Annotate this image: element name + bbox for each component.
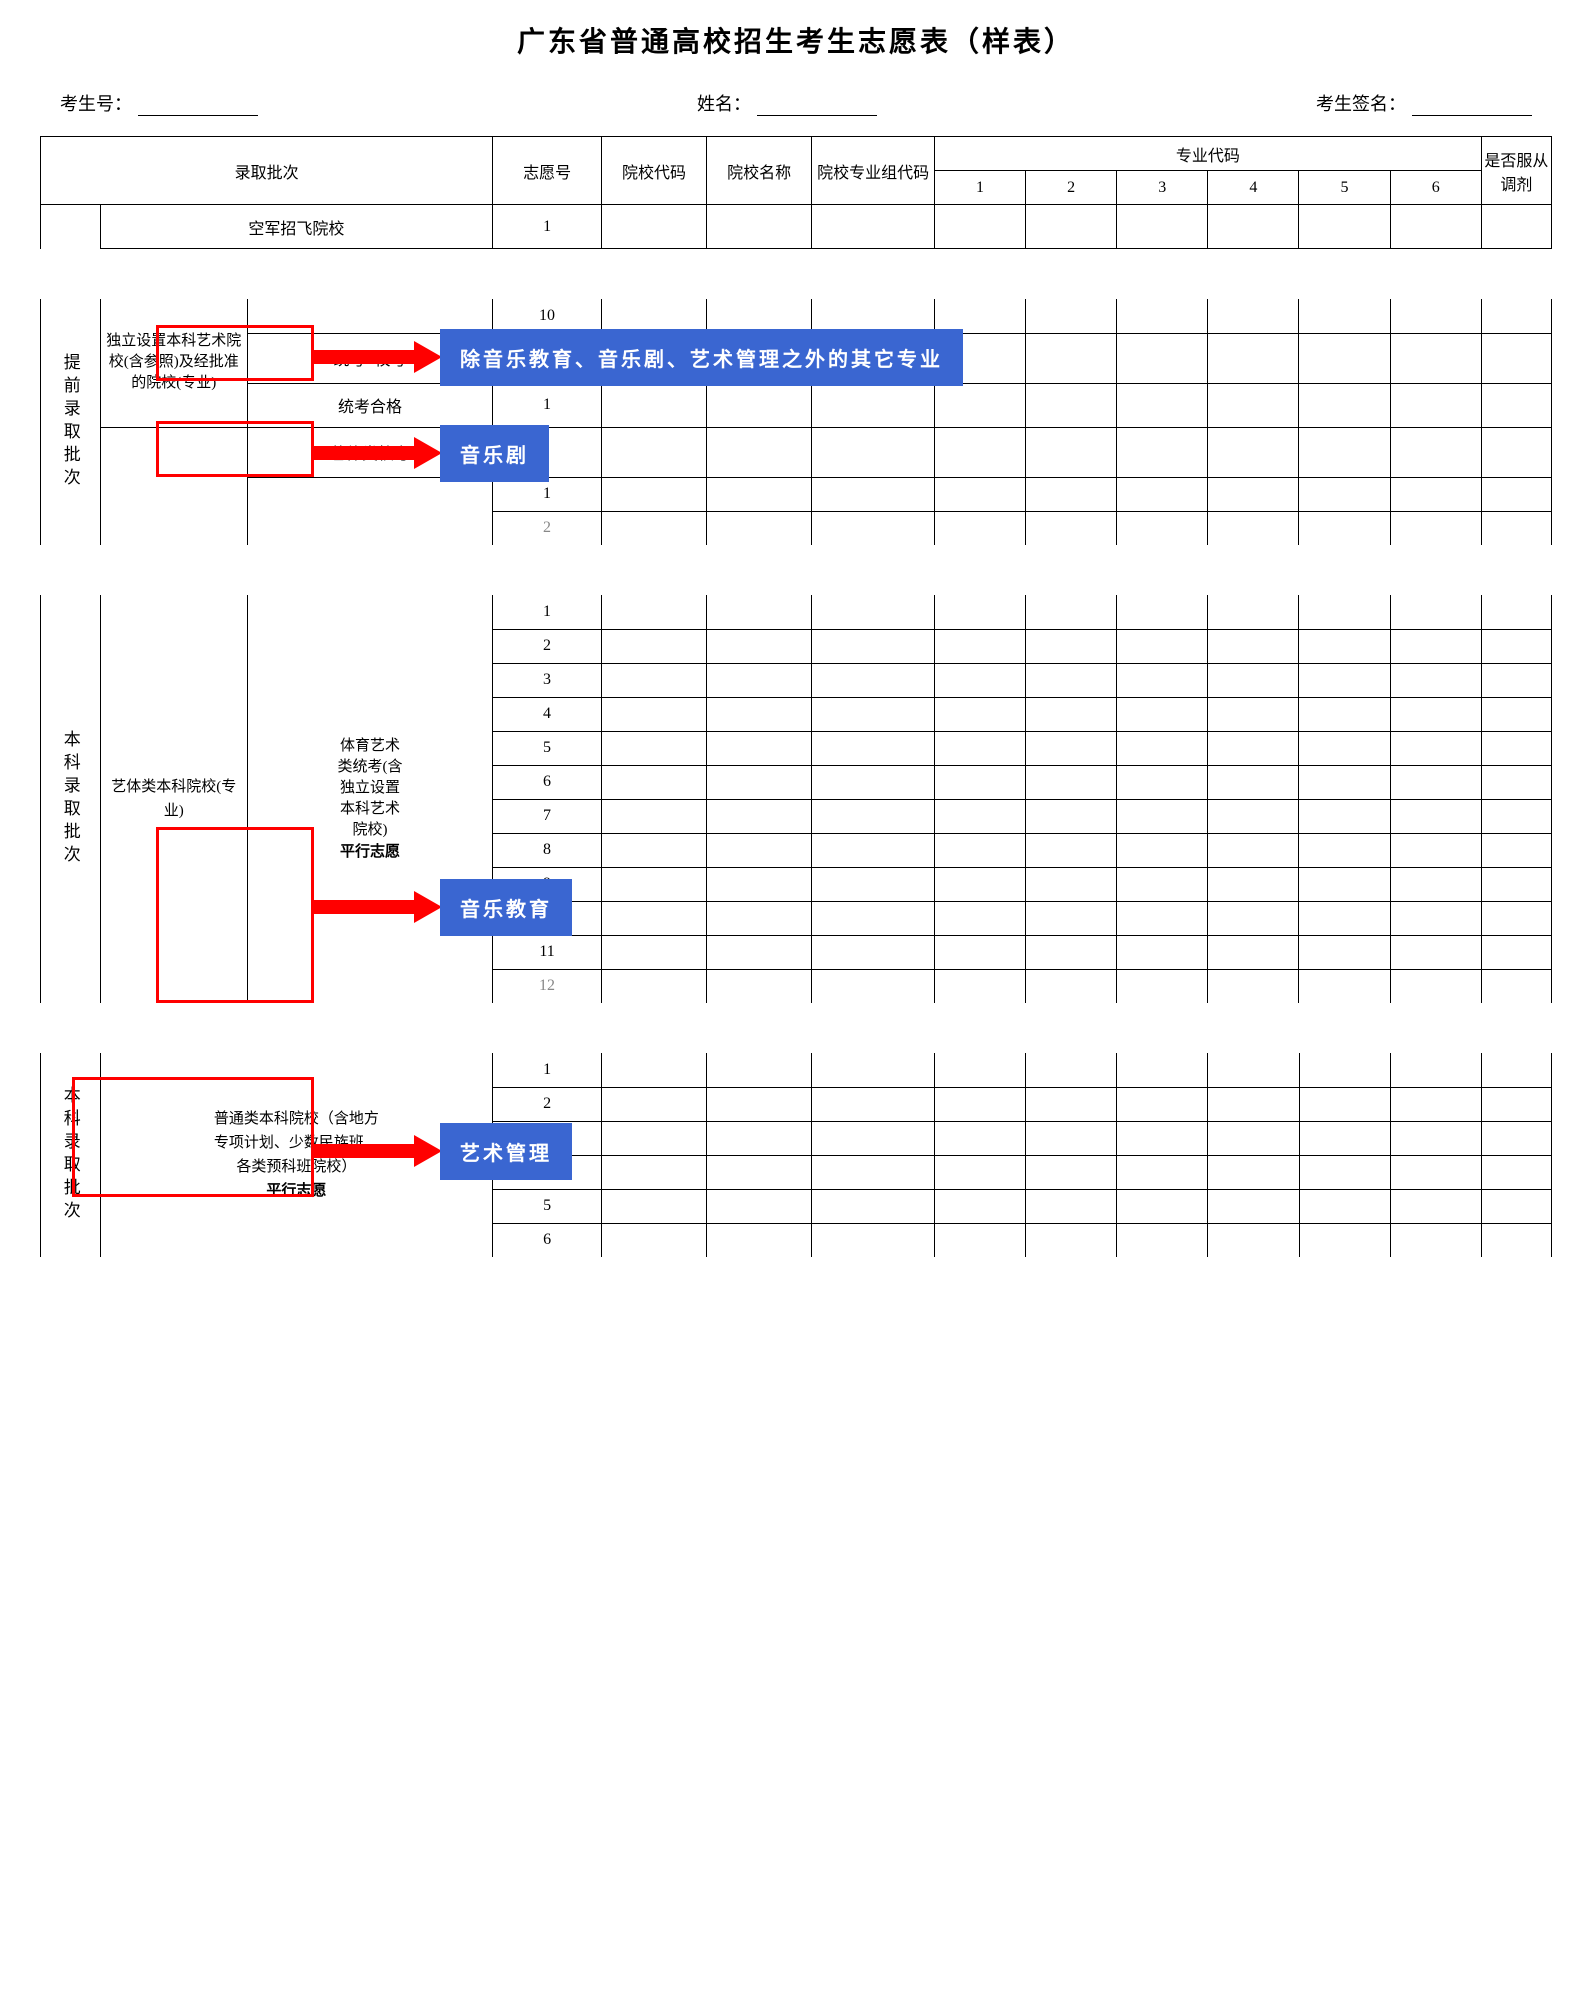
s3-sub: 体育艺术 类统考(含 独立设置 本科艺术 院校) 平行志愿 bbox=[247, 595, 492, 1003]
sign-underline bbox=[1412, 96, 1532, 116]
s3-n8: 8 bbox=[493, 833, 602, 867]
id-underline bbox=[138, 96, 258, 116]
col-batch: 录取批次 bbox=[41, 137, 493, 205]
airforce-num: 1 bbox=[493, 205, 602, 249]
s3-n12: 12 bbox=[493, 969, 602, 1003]
s3-n5: 5 bbox=[493, 731, 602, 765]
callout-4: 艺术管理 bbox=[440, 1123, 572, 1180]
col-adjust: 是否服从调剂 bbox=[1481, 137, 1551, 205]
s2-row-b-num: 1 bbox=[493, 383, 602, 427]
s2-row-d-num: 1 bbox=[493, 477, 602, 511]
s4-n1: 1 bbox=[493, 1053, 602, 1087]
table-header: 录取批次 志愿号 院校代码 院校名称 院校专业组代码 专业代码 是否服从调剂 1… bbox=[40, 136, 1552, 249]
col-school-name: 院校名称 bbox=[707, 137, 812, 205]
col-m3: 3 bbox=[1117, 171, 1208, 205]
s2-num-10: 10 bbox=[493, 299, 602, 333]
arrow-3 bbox=[314, 891, 442, 923]
col-m4: 4 bbox=[1208, 171, 1299, 205]
section-2: 提前录取批次 独立设置本科艺术院校(含参照)及经批准的院校(专业) 10 统考+… bbox=[40, 299, 1552, 545]
s4-n5: 5 bbox=[493, 1189, 602, 1223]
arrow-4 bbox=[314, 1135, 442, 1167]
section-1: 录取批次 志愿号 院校代码 院校名称 院校专业组代码 专业代码 是否服从调剂 1… bbox=[40, 136, 1552, 249]
arrow-1 bbox=[314, 341, 442, 373]
col-m2: 2 bbox=[1026, 171, 1117, 205]
arrow-2 bbox=[314, 437, 442, 469]
s3-n7: 7 bbox=[493, 799, 602, 833]
callout-2: 音乐剧 bbox=[440, 425, 549, 482]
header-row: 考生号： 姓名： 考生签名： bbox=[40, 90, 1552, 136]
airforce-label: 空军招飞院校 bbox=[100, 205, 493, 249]
s3-n11: 11 bbox=[493, 935, 602, 969]
name-label: 姓名： bbox=[697, 90, 751, 116]
batch-vert-2: 提前录取批次 bbox=[41, 299, 101, 545]
batch-vert-3: 本科录取批次 bbox=[41, 595, 101, 1003]
col-num: 志愿号 bbox=[493, 137, 602, 205]
s3-n6: 6 bbox=[493, 765, 602, 799]
callout-1: 除音乐教育、音乐剧、艺术管理之外的其它专业 bbox=[440, 329, 963, 386]
col-major-code: 专业代码 bbox=[934, 137, 1481, 171]
sign-label: 考生签名： bbox=[1316, 90, 1406, 116]
section-3: 本科录取批次 艺体类本科院校(专业) 体育艺术 类统考(含 独立设置 本科艺术 … bbox=[40, 595, 1552, 1003]
s2-cat: 独立设置本科艺术院校(含参照)及经批准的院校(专业) bbox=[100, 299, 247, 427]
col-m1: 1 bbox=[934, 171, 1025, 205]
s3-n1: 1 bbox=[493, 595, 602, 629]
s2-top-blank bbox=[247, 299, 492, 333]
s2-row-e-num: 2 bbox=[493, 511, 602, 545]
id-label: 考生号： bbox=[60, 90, 132, 116]
table-3: 本科录取批次 艺体类本科院校(专业) 体育艺术 类统考(含 独立设置 本科艺术 … bbox=[40, 595, 1552, 1003]
batch-vert-4: 本科录取批次 bbox=[41, 1053, 101, 1257]
s3-cat: 艺体类本科院校(专业) bbox=[100, 595, 247, 1003]
col-m5: 5 bbox=[1299, 171, 1390, 205]
s3-n4: 4 bbox=[493, 697, 602, 731]
s2-row-b: 统考合格 bbox=[247, 383, 492, 427]
s4-n2: 2 bbox=[493, 1087, 602, 1121]
col-school-code: 院校代码 bbox=[601, 137, 706, 205]
s3-n3: 3 bbox=[493, 663, 602, 697]
col-m6: 6 bbox=[1390, 171, 1481, 205]
s3-n2: 2 bbox=[493, 629, 602, 663]
page-title: 广东省普通高校招生考生志愿表（样表） bbox=[40, 20, 1552, 60]
name-underline bbox=[757, 96, 877, 116]
callout-3: 音乐教育 bbox=[440, 879, 572, 936]
s4-n6: 6 bbox=[493, 1223, 602, 1257]
table-4: 本科录取批次 普通类本科院校（含地方 专项计划、少数民族班、 各类预科班院校） … bbox=[40, 1053, 1552, 1257]
col-group-code: 院校专业组代码 bbox=[812, 137, 935, 205]
section-4: 本科录取批次 普通类本科院校（含地方 专项计划、少数民族班、 各类预科班院校） … bbox=[40, 1053, 1552, 1257]
